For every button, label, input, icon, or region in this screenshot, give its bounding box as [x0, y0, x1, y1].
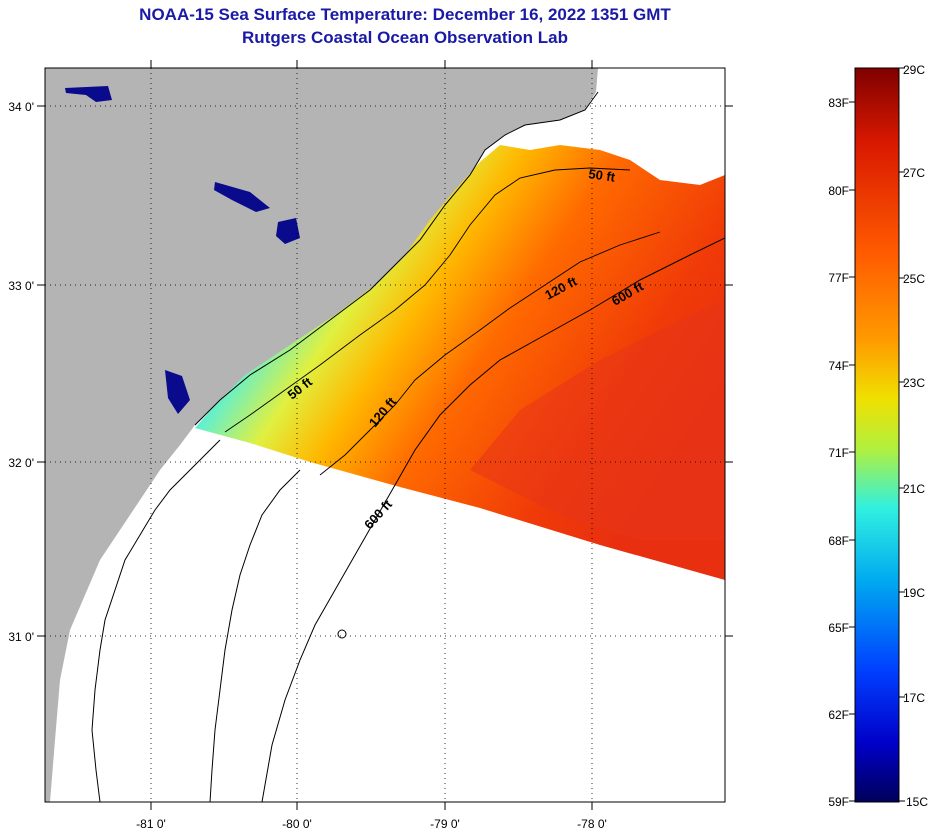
colorbar-fahrenheit-label: 68F — [828, 534, 849, 548]
isobath-120ft — [319, 231, 661, 476]
colorbar-celsius-label: 17C — [903, 691, 925, 705]
map-title: NOAA-15 Sea Surface Temperature: Decembe… — [139, 5, 671, 24]
colorbar-celsius-label: 29C — [903, 63, 925, 77]
lon-label: -78 0' — [577, 817, 607, 831]
colorbar — [854, 67, 900, 803]
colorbar-ticks — [849, 67, 905, 802]
colorbar-celsius-label: 21C — [903, 482, 925, 496]
contour-label-50ft: 50 ft — [588, 166, 617, 185]
lon-label: -79 0' — [430, 817, 460, 831]
inland-water — [65, 86, 112, 102]
colorbar-fahrenheit-label: 74F — [828, 359, 849, 373]
colorbar-fahrenheit-label: 71F — [828, 446, 849, 460]
colorbar-celsius-label: 23C — [903, 376, 925, 390]
lat-label: 34 0' — [8, 100, 34, 114]
inland-water — [165, 370, 190, 414]
lat-label: 32 0' — [8, 456, 34, 470]
coastline — [209, 469, 301, 802]
graticule — [45, 68, 725, 802]
colorbar-celsius-label: 25C — [903, 272, 925, 286]
colorbar-fahrenheit-label: 80F — [828, 184, 849, 198]
isobath-ring — [337, 629, 347, 639]
colorbar-celsius-label: 19C — [903, 586, 925, 600]
map-border — [44, 67, 726, 803]
cloud-patch — [600, 68, 725, 130]
colorbar-celsius-label: 27C — [903, 166, 925, 180]
inland-water — [214, 182, 270, 212]
lat-label: 31 0' — [8, 630, 34, 644]
colorbar-fahrenheit-label: 83F — [828, 96, 849, 110]
colorbar-fahrenheit-label: 77F — [828, 271, 849, 285]
isobath-50ft — [224, 167, 631, 433]
coastline — [91, 439, 221, 802]
colorbar-celsius-label: 15C — [906, 795, 928, 809]
land-area — [45, 68, 598, 802]
map-subtitle: Rutgers Coastal Ocean Observation Lab — [242, 28, 568, 47]
inland-water — [276, 218, 300, 244]
lon-label: -81 0' — [136, 817, 166, 831]
colorbar-fahrenheit-label: 59F — [828, 795, 849, 809]
axis-ticks — [37, 60, 733, 810]
colorbar-fahrenheit-label: 65F — [828, 621, 849, 635]
lon-label: -80 0' — [282, 817, 312, 831]
isobath-600ft — [261, 237, 725, 802]
warm-core — [470, 300, 725, 540]
lat-label: 33 0' — [8, 279, 34, 293]
colorbar-fahrenheit-label: 62F — [828, 708, 849, 722]
coastline — [194, 91, 599, 426]
